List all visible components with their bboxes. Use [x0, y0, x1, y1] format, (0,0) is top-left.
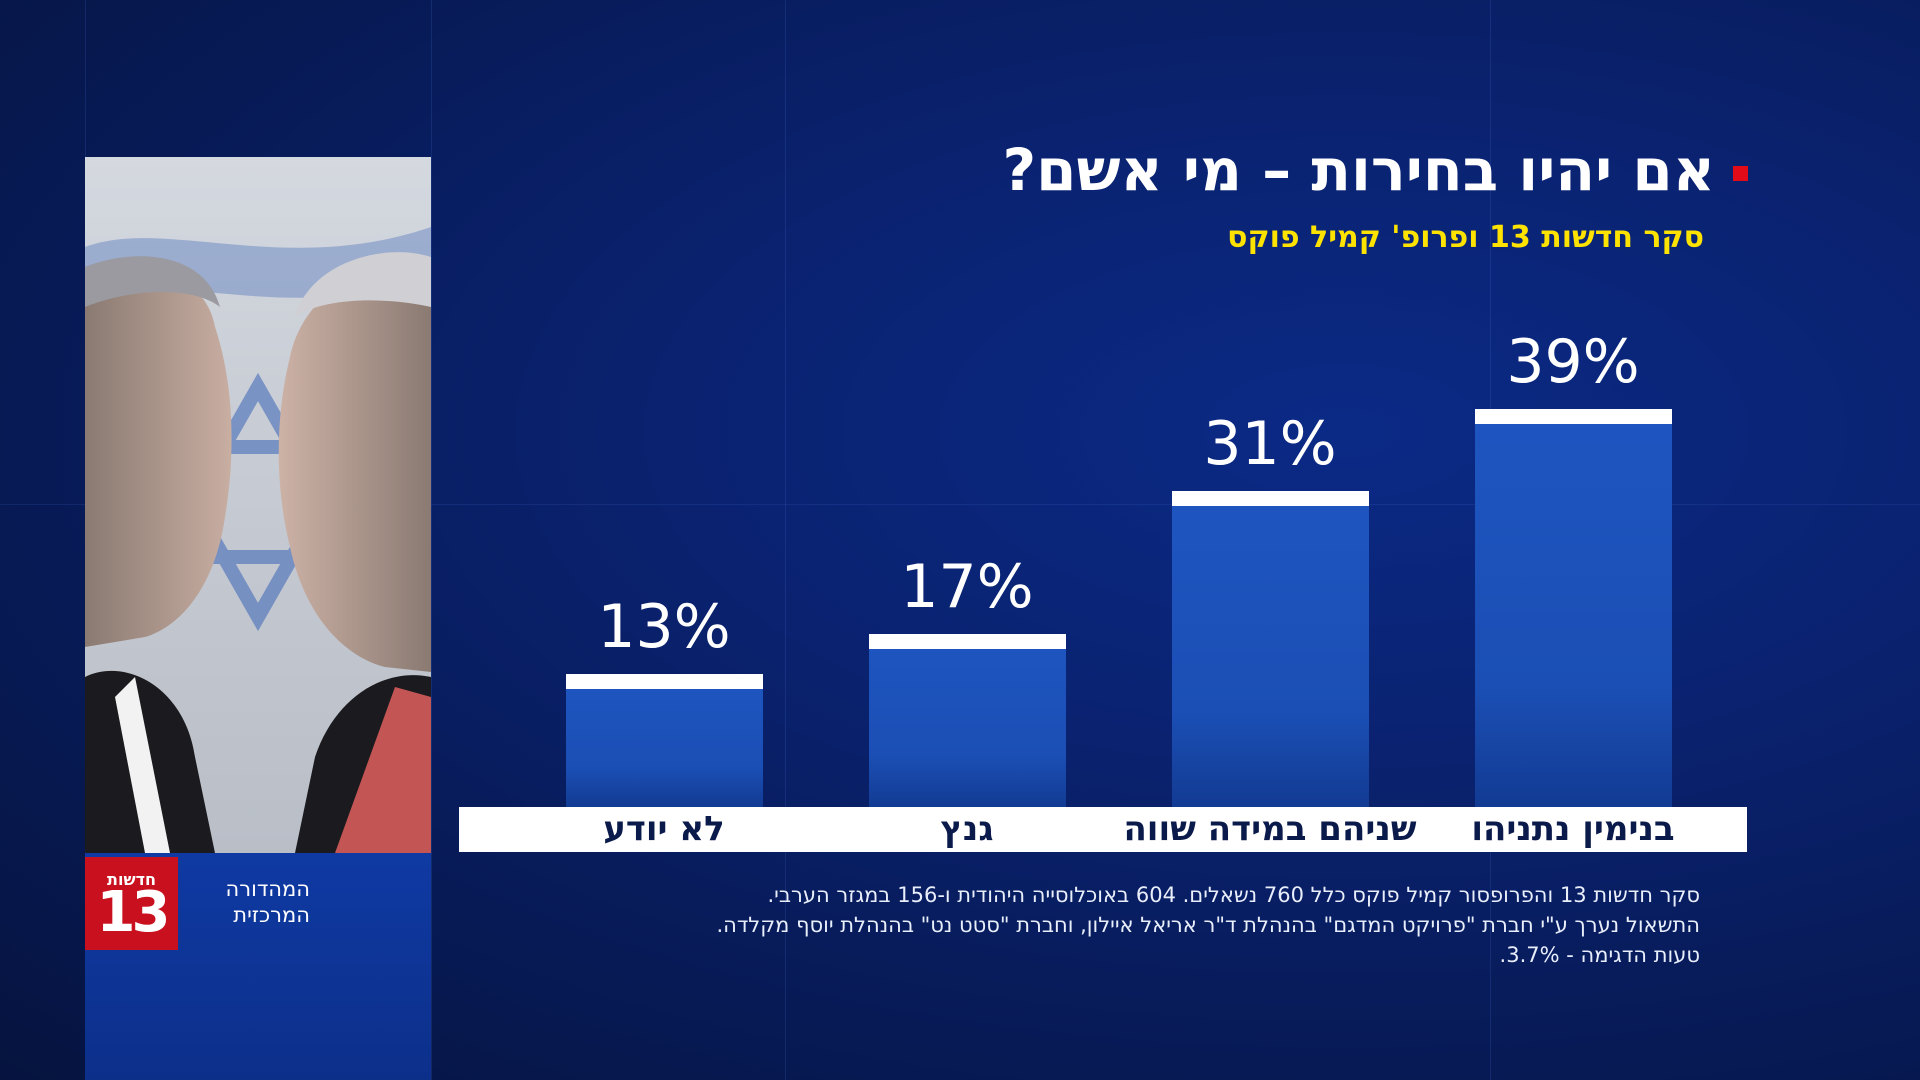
channel-13-logo: חדשות 13 [85, 857, 178, 950]
footnote-line2: התשאול נערך ע"י חברת "פרויקט המדגם" בהנה… [716, 913, 1700, 937]
bg-band [0, 504, 1920, 505]
category-label-3: לא יודע [603, 809, 725, 849]
footnote-line1: סקר חדשות 13 והפרופסור קמיל פוקס כלל 760… [767, 883, 1700, 907]
bg-line [431, 0, 432, 1080]
bar-3 [565, 674, 763, 807]
chart-title: אם יהיו בחירות – מי אשם? [1002, 136, 1715, 204]
bar-cap [1171, 490, 1369, 506]
bar-0 [1474, 409, 1672, 807]
bar-cap [868, 633, 1066, 649]
edition-line2: המרכזית [233, 903, 310, 927]
category-baseline [459, 807, 1747, 852]
category-label-2: גנץ [940, 809, 994, 849]
title-block: אם יהיו בחירות – מי אשם? [1002, 136, 1748, 204]
bg-line [785, 0, 786, 1080]
photo-illustration [85, 227, 431, 853]
survey-footnote: סקר חדשות 13 והפרופסור קמיל פוקס כלל 760… [500, 880, 1700, 970]
title-bullet-icon [1733, 165, 1748, 181]
logo-top-text: חדשות [107, 870, 156, 890]
footnote-line3: טעות הדגימה - 3.7%. [1499, 943, 1700, 967]
edition-label: המהדורה המרכזית [200, 876, 310, 928]
value-label-1: 31% [1203, 408, 1337, 479]
value-label-3: 13% [597, 592, 731, 663]
bar-1 [1171, 490, 1369, 807]
value-label-2: 17% [900, 551, 1034, 622]
edition-line1: המהדורה [225, 877, 310, 901]
bar-cap [565, 674, 763, 690]
category-label-0: בנימין נתניהו [1471, 809, 1675, 849]
chart-subtitle: סקר חדשות 13 ופרופ' קמיל פוקס [1227, 220, 1704, 255]
politicians-photo [85, 157, 431, 853]
bar-cap [1474, 409, 1672, 425]
value-label-0: 39% [1506, 327, 1640, 398]
bar-2 [868, 633, 1066, 807]
category-label-1: שניהם במידה שווה [1123, 809, 1417, 849]
logo-number: 13 [96, 880, 171, 946]
